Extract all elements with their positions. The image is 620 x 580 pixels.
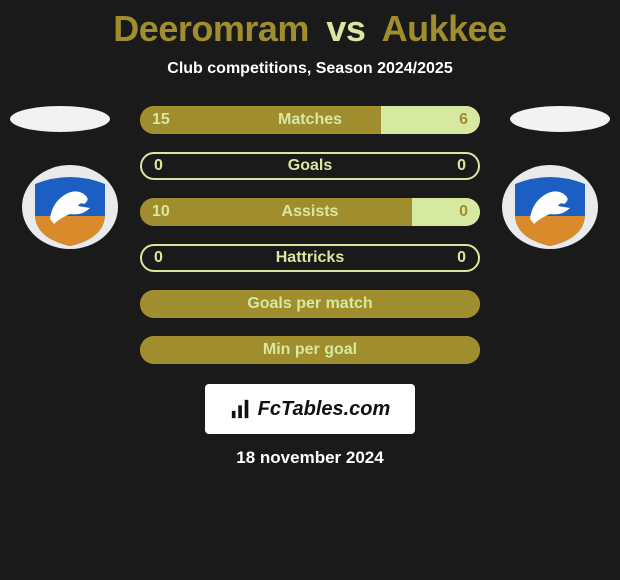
- stat-row: 0 0 Goals: [140, 152, 480, 180]
- title-player2: Aukkee: [382, 8, 507, 49]
- stat-label: Min per goal: [263, 341, 357, 359]
- stat-label: Goals: [288, 157, 332, 175]
- stat-label: Goals per match: [247, 295, 372, 313]
- stat-label: Matches: [278, 111, 342, 129]
- stat-fill-right: [412, 198, 480, 226]
- stat-rows: 15 6 Matches 0 0 Goals 10 0 Assists 0 0 Hattricks Go…: [140, 106, 480, 364]
- stat-value-left: 0: [154, 249, 163, 267]
- stat-value-right: 0: [457, 157, 466, 175]
- stat-row: 15 6 Matches: [140, 106, 480, 134]
- stat-fill-left: [140, 106, 381, 134]
- comparison-title: Deeromram vs Aukkee: [0, 0, 620, 50]
- player1-club-logo: [20, 164, 120, 250]
- stat-value-right: 0: [459, 203, 468, 221]
- player1-silhouette: [10, 106, 110, 132]
- player2-silhouette: [510, 106, 610, 132]
- stat-label: Assists: [282, 203, 339, 221]
- shield-icon: [500, 164, 600, 250]
- content-area: 15 6 Matches 0 0 Goals 10 0 Assists 0 0 Hattricks Go…: [0, 106, 620, 468]
- brand-text: FcTables.com: [258, 398, 391, 421]
- stat-value-left: 10: [152, 203, 170, 221]
- shield-icon: [20, 164, 120, 250]
- subtitle: Club competitions, Season 2024/2025: [0, 60, 620, 78]
- date-text: 18 november 2024: [0, 448, 620, 468]
- stat-row: Goals per match: [140, 290, 480, 318]
- stat-row: Min per goal: [140, 336, 480, 364]
- stat-row: 0 0 Hattricks: [140, 244, 480, 272]
- stat-fill-left: [140, 198, 412, 226]
- stat-row: 10 0 Assists: [140, 198, 480, 226]
- brand-badge: FcTables.com: [205, 384, 415, 434]
- stat-label: Hattricks: [276, 249, 344, 267]
- stat-value-left: 0: [154, 157, 163, 175]
- stat-value-right: 0: [457, 249, 466, 267]
- stat-value-left: 15: [152, 111, 170, 129]
- title-player1: Deeromram: [113, 8, 309, 49]
- player2-club-logo: [500, 164, 600, 250]
- stat-value-right: 6: [459, 111, 468, 129]
- title-vs: vs: [326, 8, 365, 49]
- bar-chart-icon: [230, 398, 252, 420]
